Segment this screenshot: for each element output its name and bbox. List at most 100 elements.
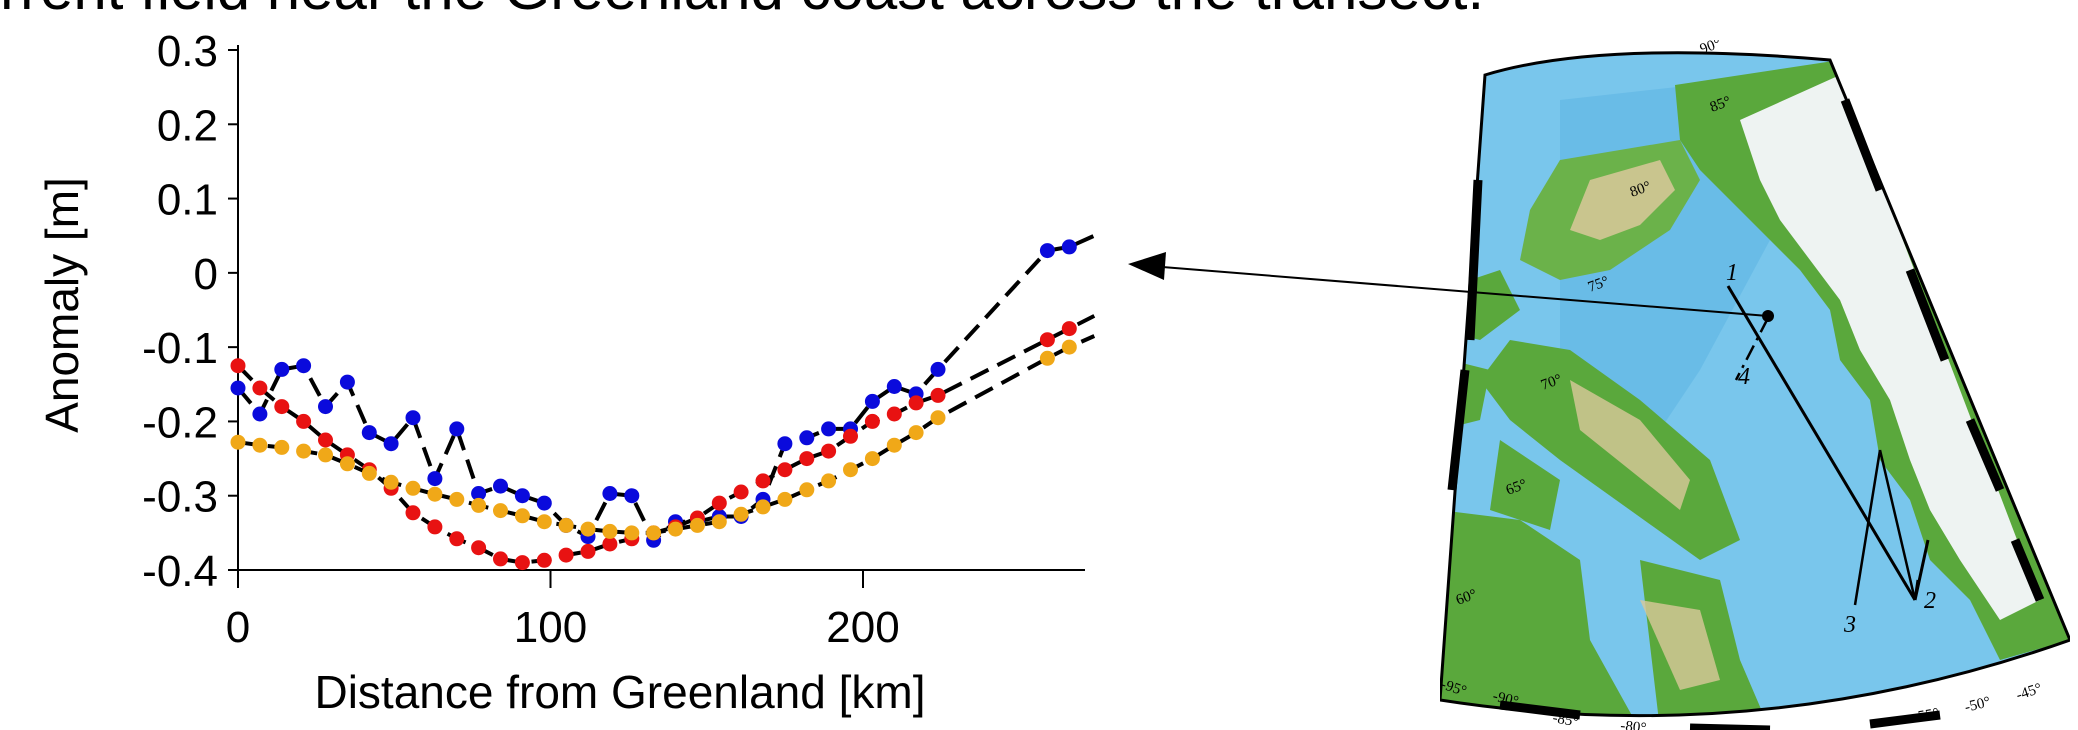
y-tick-label: 0: [194, 250, 218, 299]
callout-arrow-head: [1128, 252, 1166, 280]
data-point: [930, 410, 946, 426]
transect-line-1: [1726, 285, 1917, 601]
data-point: [602, 523, 618, 539]
transect-label-1: 1: [1726, 260, 1738, 286]
data-point: [493, 551, 508, 567]
data-point: [405, 480, 421, 496]
map-lat-85: 85°: [1708, 94, 1733, 116]
data-point: [471, 540, 487, 556]
data-point: [536, 514, 552, 530]
transect-label-3: 3: [1843, 612, 1856, 638]
data-point: [274, 439, 290, 455]
data-point: [361, 465, 377, 481]
data-point: [821, 473, 837, 489]
slide-title: rrent field near the Greenland coast acr…: [0, 0, 1484, 23]
data-point: [930, 361, 946, 377]
data-point: [755, 473, 771, 489]
data-point: [536, 495, 552, 511]
map-lon-90: -90°: [1491, 688, 1520, 710]
series-line: [236, 233, 1096, 544]
data-point: [514, 555, 530, 571]
y-tick-label: -0.4: [142, 547, 218, 596]
data-point: [558, 517, 574, 533]
data-point: [318, 399, 333, 415]
data-point: [755, 499, 771, 515]
data-point: [558, 547, 574, 563]
map-lat-70: 70°: [1539, 372, 1564, 394]
data-point: [580, 521, 596, 537]
transect-line-3: [1853, 449, 1917, 606]
y-tick-label: -0.3: [142, 473, 218, 522]
data-point: [339, 374, 355, 390]
map-lon-95: -95°: [1440, 677, 1468, 700]
data-point: [864, 413, 880, 429]
transect-label-4: 4: [1738, 364, 1750, 390]
data-point: [493, 478, 508, 494]
data-point: [821, 443, 837, 459]
chart-tick-labels: 0.30.20.10-0.1-0.2-0.3-0.40 100 200: [142, 27, 900, 652]
map-lat-60: 60°: [1454, 587, 1479, 609]
data-point: [668, 521, 683, 537]
y-tick-label: -0.1: [142, 324, 218, 373]
y-tick-label: 0.1: [157, 176, 218, 225]
data-point: [1039, 350, 1055, 366]
data-point: [908, 395, 924, 411]
data-point: [624, 488, 640, 504]
map-mainland-high: [1640, 600, 1720, 690]
data-point: [449, 421, 465, 437]
data-point: [1061, 239, 1077, 255]
map-lon-45: -45°: [2014, 681, 2044, 704]
map-lon-85: -85°: [1551, 710, 1579, 730]
map-greenland-ice: [1740, 75, 2040, 620]
map-ellesmere-high: [1570, 160, 1675, 240]
data-point: [1061, 321, 1077, 337]
data-point: [471, 497, 487, 513]
series-1: [230, 233, 1096, 548]
data-point: [646, 525, 662, 541]
data-point: [383, 436, 399, 452]
data-point: [274, 399, 290, 415]
map-lat-65: 65°: [1504, 477, 1529, 499]
data-point: [296, 443, 312, 459]
data-point: [296, 413, 312, 429]
data-point: [405, 410, 421, 426]
data-point: [580, 543, 596, 559]
transect-line-4: [1734, 317, 1770, 381]
data-point: [383, 474, 399, 490]
data-point: [624, 525, 640, 541]
data-point: [843, 428, 858, 444]
data-point: [361, 425, 377, 441]
data-point: [711, 514, 727, 530]
transect-label-2: 2: [1924, 588, 1936, 614]
data-point: [864, 393, 880, 409]
x-axis-label: Distance from Greenland [km]: [314, 666, 925, 718]
data-point: [886, 437, 902, 453]
data-point: [405, 505, 421, 521]
map-lat-80: 80°: [1628, 179, 1653, 201]
map-border: [1440, 51, 2070, 718]
y-axis-label: Anomaly [m]: [36, 177, 88, 433]
anomaly-chart: 0.30.20.10-0.1-0.2-0.3-0.40 100 200 Distan…: [36, 27, 1096, 718]
data-point: [602, 486, 618, 501]
x-tick-label: 0: [226, 603, 250, 652]
data-point: [908, 425, 924, 441]
data-point: [602, 536, 618, 552]
data-point: [427, 519, 443, 535]
data-point: [799, 482, 815, 498]
data-point: [777, 491, 793, 507]
data-point: [821, 421, 837, 437]
chart-series: [230, 233, 1096, 571]
map-lon-55: -55°: [1912, 706, 1940, 726]
data-point: [1039, 243, 1055, 259]
data-point: [514, 508, 530, 524]
data-point: [318, 432, 333, 448]
transect-point: [1762, 310, 1774, 322]
x-tick-label: 200: [826, 603, 899, 652]
data-point: [733, 506, 749, 522]
data-point: [1061, 339, 1077, 355]
transect-map: 90° 85° 80° 75° 70° 65° 60° -95° -90° -8…: [1440, 40, 2070, 730]
y-tick-label: -0.2: [142, 398, 218, 447]
y-tick-label: 0.3: [157, 27, 218, 76]
data-point: [427, 486, 443, 502]
series-3: [230, 334, 1096, 541]
